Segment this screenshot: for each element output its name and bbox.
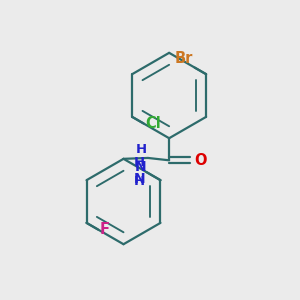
Text: H: H <box>134 175 145 188</box>
Text: Br: Br <box>175 51 193 66</box>
Text: N: N <box>135 160 146 174</box>
Text: O: O <box>194 153 206 168</box>
Text: H: H <box>134 156 145 169</box>
Text: H: H <box>135 143 146 157</box>
Text: F: F <box>100 222 110 237</box>
Text: Cl: Cl <box>145 116 161 131</box>
Text: N: N <box>134 172 145 186</box>
